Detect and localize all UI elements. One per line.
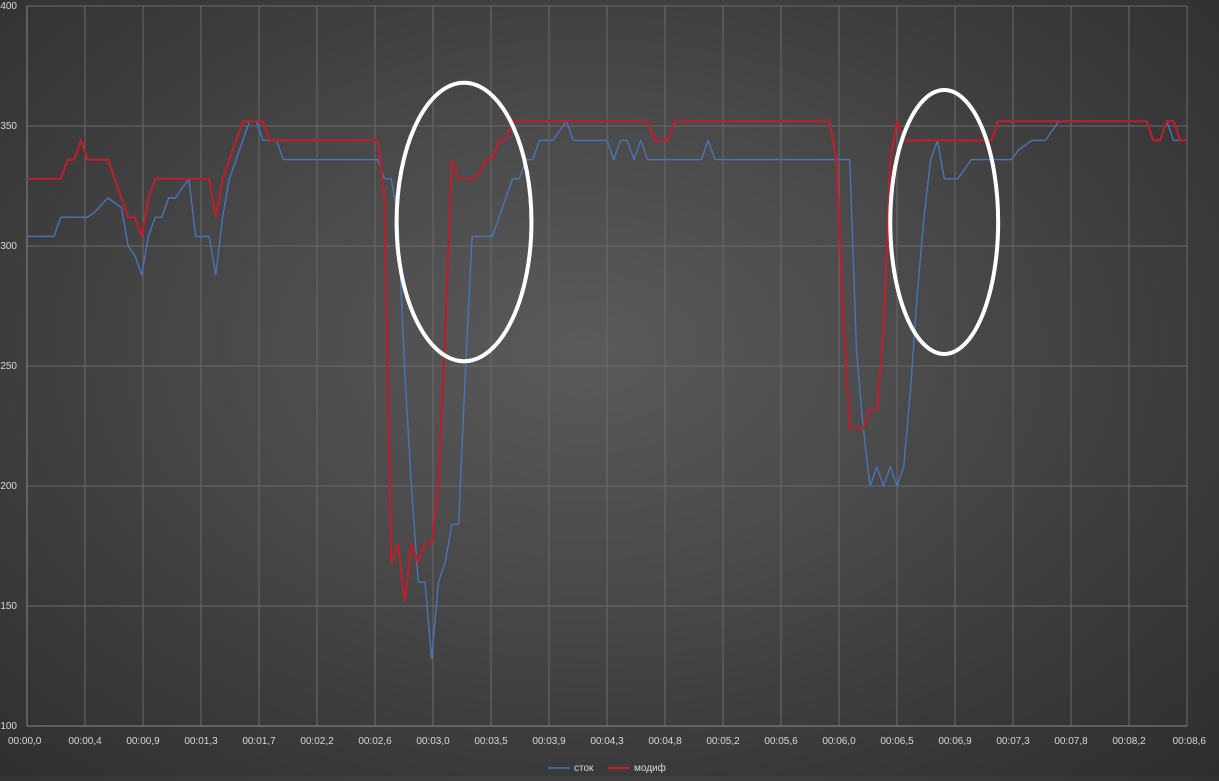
annotations <box>394 80 1001 364</box>
legend-label: модиф <box>634 762 666 774</box>
x-tick-label: 00:06,9 <box>938 736 972 747</box>
y-tick-label: 100 <box>0 721 17 732</box>
x-tick-label: 00:07,8 <box>1054 736 1088 747</box>
x-tick-label: 00:01,3 <box>184 736 218 747</box>
x-tick-label: 00:08,2 <box>1112 736 1146 747</box>
y-tick-label: 300 <box>0 241 17 252</box>
x-tick-label: 00:05,2 <box>706 736 740 747</box>
x-tick-label: 00:03,9 <box>532 736 566 747</box>
x-tick-label: 00:08,6 <box>1173 736 1207 747</box>
x-tick-label: 00:03,5 <box>474 736 508 747</box>
series-layer <box>27 120 1187 660</box>
series-line-modif <box>27 120 1187 603</box>
x-tick-label: 00:00,0 <box>8 736 42 747</box>
y-axis-ticks: 100 150 200 250 300 350 400 <box>0 1 17 732</box>
x-tick-label: 00:00,4 <box>68 736 102 747</box>
x-tick-label: 00:03,0 <box>416 736 450 747</box>
x-axis-ticks: 00:00,0 00:00,4 00:00,9 00:01,3 00:01,7 00:02… <box>8 736 1206 747</box>
highlight-ellipse <box>394 80 534 364</box>
grid <box>26 5 1188 727</box>
y-tick-label: 250 <box>0 361 17 372</box>
x-tick-label: 00:06,0 <box>822 736 856 747</box>
y-tick-label: 400 <box>0 1 17 12</box>
x-tick-label: 00:04,3 <box>590 736 624 747</box>
highlight-ellipse <box>888 88 1001 356</box>
x-tick-label: 00:00,9 <box>126 736 160 747</box>
x-tick-label: 00:02,2 <box>300 736 334 747</box>
x-tick-label: 00:02,6 <box>358 736 392 747</box>
x-tick-label: 00:07,3 <box>996 736 1030 747</box>
x-tick-label: 00:04,8 <box>648 736 682 747</box>
series-line-stock <box>27 120 1187 660</box>
y-tick-label: 350 <box>0 121 17 132</box>
x-tick-label: 00:01,7 <box>242 736 276 747</box>
legend: сток модиф <box>548 762 666 774</box>
y-tick-label: 200 <box>0 481 17 492</box>
legend-label: сток <box>574 763 594 774</box>
x-tick-label: 00:05,6 <box>764 736 798 747</box>
y-tick-label: 150 <box>0 601 17 612</box>
x-tick-label: 00:06,5 <box>880 736 914 747</box>
